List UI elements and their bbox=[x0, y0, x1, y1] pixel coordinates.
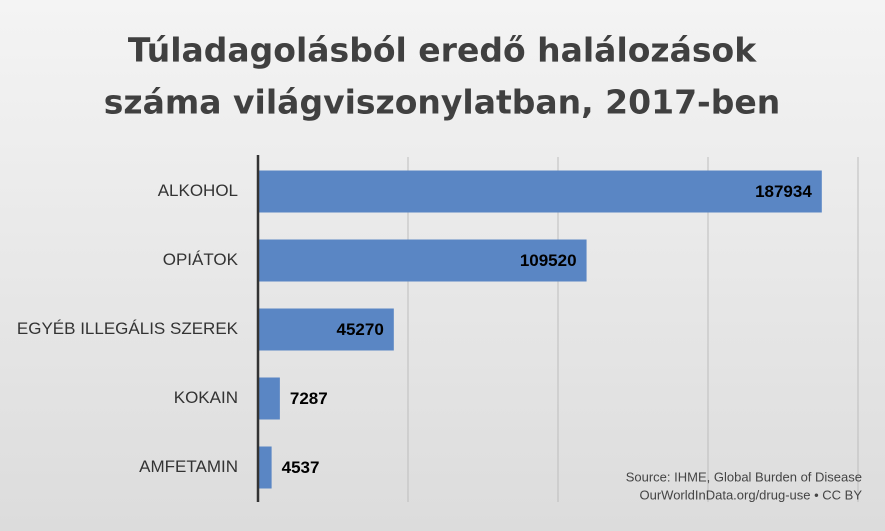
grid bbox=[407, 157, 859, 502]
source: OurWorldInData.org/drug-use • CC BY bbox=[639, 487, 862, 502]
category-label: ALKOHOL bbox=[158, 181, 238, 200]
chart-title: Túladagolásból eredő halálozások bbox=[128, 31, 757, 70]
category-label: OPIÁTOK bbox=[163, 250, 239, 269]
bar bbox=[258, 308, 394, 351]
bars: ALKOHOL 187934 OPIÁTOK 109520 EGYÉB ILLEGÁLI… bbox=[17, 170, 822, 489]
bar bbox=[258, 239, 587, 282]
value-label: 187934 bbox=[755, 182, 812, 201]
chart-title: száma világviszonylatban, 2017-ben bbox=[104, 83, 780, 122]
bar bbox=[258, 446, 272, 489]
value-label: 45270 bbox=[337, 320, 384, 339]
bar bbox=[258, 170, 822, 213]
source: Source: IHME, Global Burden of Disease bbox=[626, 469, 862, 484]
bar bbox=[258, 377, 280, 420]
category-label: AMFETAMIN bbox=[139, 457, 238, 476]
category-label: EGYÉB ILLEGÁLIS SZEREK bbox=[17, 319, 239, 338]
category-label: KOKAIN bbox=[174, 388, 238, 407]
value-label: 109520 bbox=[520, 251, 577, 270]
value-label: 7287 bbox=[290, 389, 328, 408]
value-label: 4537 bbox=[282, 458, 320, 477]
